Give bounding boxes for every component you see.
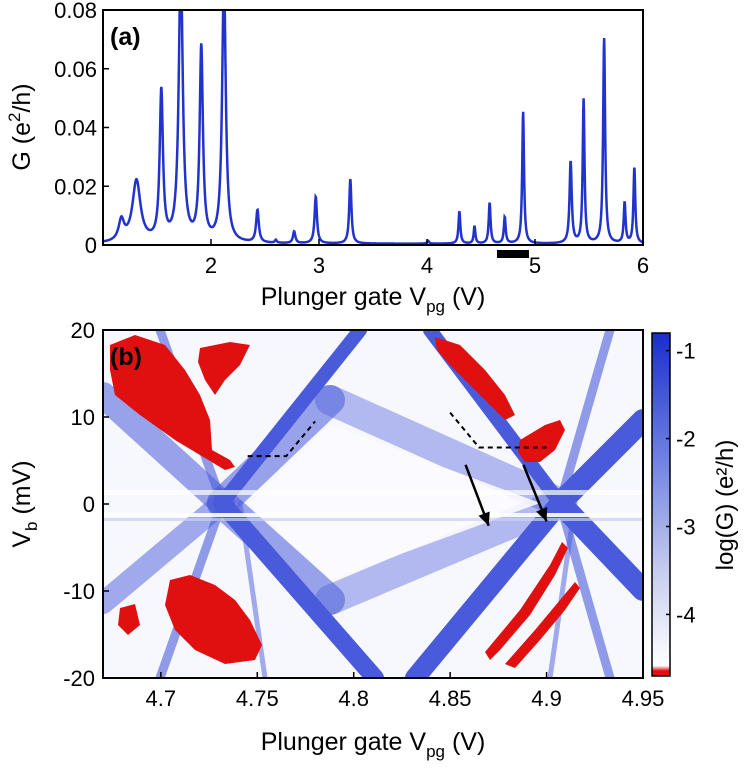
x-tick-label: 4.95 — [622, 686, 665, 711]
x-tick-label: 6 — [637, 253, 649, 278]
y-tick-label: 10 — [71, 405, 95, 430]
y-tick-label: 0.04 — [54, 116, 97, 141]
panel-a-y-axis-label: G (e2/h) — [5, 83, 36, 170]
y-tick-label: 0.06 — [54, 57, 97, 82]
panel-b-x-ticks: 4.7 4.75 4.8 4.85 4.9 4.95 — [146, 672, 665, 711]
dashed-guides — [247, 412, 547, 458]
colorbar-label: log(G) (e²/h) — [712, 440, 739, 571]
panel-a-y-ticks: 0 0.02 0.04 0.06 0.08 — [54, 0, 109, 258]
y-tick-label: -10 — [63, 579, 95, 604]
x-tick-label: 5 — [529, 253, 541, 278]
x-tick-label: 4 — [421, 253, 433, 278]
colorbar-tick-label: -4 — [676, 602, 696, 627]
x-tick-label: 4.85 — [429, 686, 472, 711]
panel-b-y-ticks: -20 -10 0 10 20 — [63, 318, 109, 691]
saturated-regions — [110, 335, 580, 668]
y-tick-label: 0 — [83, 492, 95, 517]
arrow — [464, 464, 490, 527]
panel-a-x-ticks: 2 3 4 5 6 — [205, 239, 649, 278]
x-tick-label: 4.8 — [338, 686, 369, 711]
colorbar-tick-label: -1 — [676, 339, 696, 364]
arrows — [464, 464, 548, 527]
x-tick-label: 3 — [313, 253, 325, 278]
colorbar-tick-label: -2 — [676, 427, 696, 452]
panel-b-y-axis-label: Vb (mV) — [8, 460, 41, 547]
y-tick-label: -20 — [63, 666, 95, 691]
y-tick-label: 0.08 — [54, 0, 97, 23]
dashed-guide — [247, 420, 316, 458]
panel-a: 2 3 4 5 6 0 0.02 0.04 0.06 0.08 (a) Plunger gate… — [5, 0, 649, 316]
x-tick-label: 4.9 — [531, 686, 562, 711]
x-tick-label: 4.75 — [236, 686, 279, 711]
colorbar — [651, 332, 671, 677]
x-tick-label: 4.7 — [146, 686, 177, 711]
colorbar-tick-label: -3 — [676, 514, 696, 539]
dashed-guide — [449, 412, 547, 449]
colorbar-ticks: -1 -2 -3 -4 — [666, 339, 696, 627]
conductance-map — [103, 330, 643, 678]
arrow — [522, 464, 548, 522]
y-tick-label: 20 — [71, 318, 95, 343]
gate-range-marker — [497, 250, 529, 258]
panel-a-tag: (a) — [110, 23, 141, 51]
trace-line — [103, 10, 643, 245]
y-tick-label: 0 — [85, 233, 97, 258]
panel-b: 4.7 4.75 4.8 4.85 4.9 4.95 -20 -10 0 10 20 (b) Pl… — [8, 318, 739, 761]
panel-b-tag: (b) — [110, 343, 142, 371]
y-tick-label: 0.02 — [54, 174, 97, 199]
panel-b-x-axis-label: Plunger gate Vpg (V) — [261, 728, 486, 761]
x-tick-label: 2 — [205, 253, 217, 278]
conductance-trace — [103, 10, 643, 245]
panel-a-x-axis-label: Plunger gate Vpg (V) — [261, 283, 486, 316]
